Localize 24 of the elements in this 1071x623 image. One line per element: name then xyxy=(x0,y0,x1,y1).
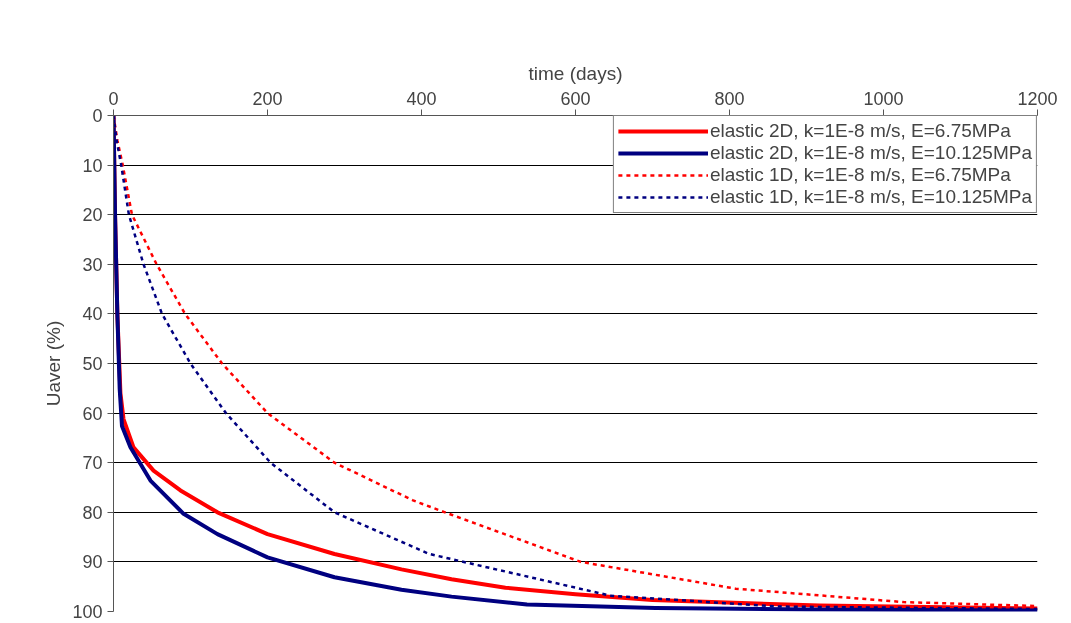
x-tick-label: 800 xyxy=(714,88,745,109)
y-axis-title: Uaver (%) xyxy=(43,320,65,407)
x-tick-label: 400 xyxy=(406,88,437,109)
legend-label: elastic 1D, k=1E-8 m/s, E=10.125MPa xyxy=(709,186,1032,208)
y-tick-label: 100 xyxy=(72,602,103,622)
y-tick-label: 40 xyxy=(82,304,103,325)
y-tick-label: 80 xyxy=(82,502,103,523)
x-tick-label: 200 xyxy=(252,88,283,109)
legend-label: elastic 2D, k=1E-8 m/s, E=10.125MPa xyxy=(709,142,1032,164)
x-tick-label: 600 xyxy=(560,88,591,109)
y-tick-label: 60 xyxy=(82,403,103,424)
y-tick-label: 20 xyxy=(82,205,103,226)
x-tick-label: 0 xyxy=(108,88,119,109)
y-tick-label: 30 xyxy=(82,254,103,275)
y-tick-label: 70 xyxy=(82,453,103,474)
legend-label: elastic 1D, k=1E-8 m/s, E=6.75MPa xyxy=(709,164,1011,186)
y-tick-label: 10 xyxy=(82,155,103,176)
legend-label: elastic 2D, k=1E-8 m/s, E=6.75MPa xyxy=(709,120,1011,142)
y-tick-label: 50 xyxy=(82,354,103,374)
x-axis-title: time (days) xyxy=(528,62,623,84)
y-tick-label: 90 xyxy=(82,552,103,573)
x-tick-label: 1000 xyxy=(863,88,904,109)
y-tick-label: 0 xyxy=(92,106,103,126)
x-tick-label: 1200 xyxy=(1017,88,1058,109)
